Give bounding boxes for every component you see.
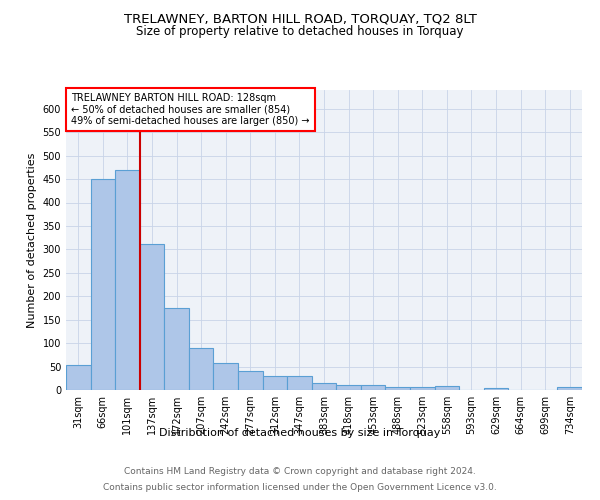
Y-axis label: Number of detached properties: Number of detached properties xyxy=(27,152,37,328)
Bar xyxy=(484,388,508,390)
Bar xyxy=(91,179,115,390)
Text: Contains public sector information licensed under the Open Government Licence v3: Contains public sector information licen… xyxy=(103,482,497,492)
Bar xyxy=(263,376,287,390)
Text: Size of property relative to detached houses in Torquay: Size of property relative to detached ho… xyxy=(136,25,464,38)
Bar xyxy=(140,244,164,390)
Bar xyxy=(361,386,385,390)
Bar xyxy=(115,170,140,390)
Bar xyxy=(189,348,214,390)
Bar xyxy=(238,371,263,390)
Bar xyxy=(312,382,336,390)
Bar xyxy=(385,386,410,390)
Bar xyxy=(164,308,189,390)
Bar xyxy=(410,387,434,390)
Text: TRELAWNEY BARTON HILL ROAD: 128sqm
← 50% of detached houses are smaller (854)
49: TRELAWNEY BARTON HILL ROAD: 128sqm ← 50%… xyxy=(71,93,310,126)
Bar xyxy=(434,386,459,390)
Text: Distribution of detached houses by size in Torquay: Distribution of detached houses by size … xyxy=(160,428,440,438)
Bar xyxy=(287,376,312,390)
Bar xyxy=(557,387,582,390)
Bar xyxy=(214,364,238,390)
Text: Contains HM Land Registry data © Crown copyright and database right 2024.: Contains HM Land Registry data © Crown c… xyxy=(124,468,476,476)
Bar xyxy=(336,386,361,390)
Bar xyxy=(66,364,91,390)
Text: TRELAWNEY, BARTON HILL ROAD, TORQUAY, TQ2 8LT: TRELAWNEY, BARTON HILL ROAD, TORQUAY, TQ… xyxy=(124,12,476,26)
